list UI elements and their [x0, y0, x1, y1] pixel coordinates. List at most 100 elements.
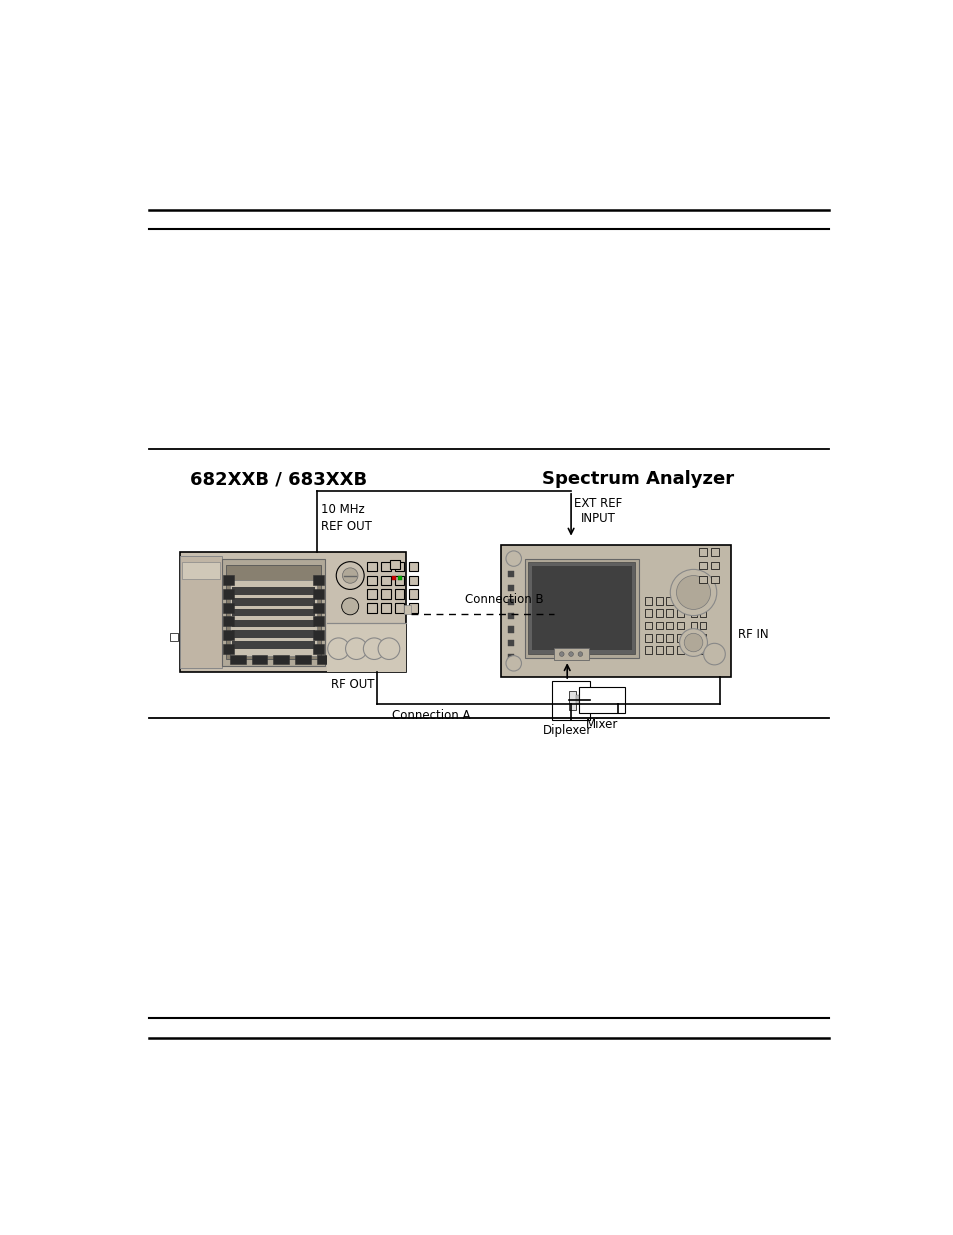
- Circle shape: [341, 598, 358, 615]
- Bar: [677, 646, 683, 655]
- Bar: [507, 585, 513, 592]
- Circle shape: [578, 652, 582, 656]
- Circle shape: [345, 638, 367, 659]
- Circle shape: [363, 638, 385, 659]
- Bar: [700, 621, 705, 630]
- Bar: [395, 589, 404, 599]
- Text: 10 MHz
REF OUT: 10 MHz REF OUT: [320, 503, 372, 532]
- Bar: [507, 640, 513, 646]
- Circle shape: [670, 569, 716, 615]
- Bar: [381, 562, 390, 571]
- Bar: [700, 634, 705, 642]
- Bar: [171, 634, 178, 641]
- Bar: [500, 545, 731, 677]
- Text: RF IN: RF IN: [737, 629, 767, 641]
- Bar: [313, 589, 323, 599]
- Bar: [409, 589, 418, 599]
- Bar: [230, 580, 316, 656]
- Bar: [528, 562, 635, 655]
- Bar: [644, 634, 651, 642]
- Bar: [252, 655, 267, 664]
- Bar: [381, 589, 390, 599]
- Bar: [666, 597, 673, 605]
- Circle shape: [703, 643, 724, 664]
- Bar: [223, 574, 233, 585]
- Bar: [578, 687, 624, 714]
- Bar: [395, 576, 404, 585]
- Bar: [223, 630, 233, 640]
- Bar: [568, 692, 576, 710]
- Bar: [524, 558, 639, 658]
- Bar: [507, 655, 513, 661]
- Bar: [700, 609, 705, 618]
- Bar: [691, 646, 696, 655]
- Bar: [554, 648, 588, 661]
- Bar: [223, 603, 233, 613]
- Bar: [223, 645, 233, 655]
- Bar: [655, 621, 661, 630]
- Bar: [711, 576, 719, 583]
- Bar: [655, 634, 661, 642]
- Bar: [226, 564, 320, 659]
- Bar: [644, 621, 651, 630]
- Bar: [313, 616, 323, 626]
- Bar: [381, 603, 390, 613]
- Bar: [699, 562, 706, 569]
- Bar: [294, 655, 311, 664]
- Bar: [666, 621, 673, 630]
- Bar: [507, 613, 513, 619]
- Bar: [551, 680, 590, 720]
- Bar: [313, 603, 323, 613]
- Bar: [404, 605, 410, 614]
- Circle shape: [558, 652, 563, 656]
- Bar: [232, 598, 315, 605]
- Bar: [677, 609, 683, 618]
- Bar: [644, 609, 651, 618]
- Bar: [655, 597, 661, 605]
- Circle shape: [328, 638, 349, 659]
- Text: EXT REF
INPUT: EXT REF INPUT: [574, 496, 621, 525]
- Bar: [397, 577, 402, 580]
- Bar: [532, 567, 631, 651]
- Bar: [677, 621, 683, 630]
- Bar: [644, 597, 651, 605]
- Bar: [691, 609, 696, 618]
- Bar: [182, 562, 220, 579]
- Circle shape: [683, 634, 702, 652]
- Bar: [381, 576, 390, 585]
- Bar: [223, 616, 233, 626]
- Text: Diplexer: Diplexer: [542, 724, 591, 737]
- Text: Mixer: Mixer: [585, 718, 618, 731]
- Bar: [390, 561, 399, 569]
- Circle shape: [676, 576, 710, 609]
- Bar: [327, 624, 406, 672]
- Bar: [691, 634, 696, 642]
- Bar: [313, 574, 323, 585]
- Bar: [677, 634, 683, 642]
- Bar: [392, 577, 395, 580]
- Bar: [507, 626, 513, 632]
- Circle shape: [335, 562, 364, 589]
- Bar: [313, 645, 323, 655]
- Bar: [409, 576, 418, 585]
- Bar: [232, 630, 315, 637]
- Text: RF OUT: RF OUT: [331, 678, 375, 690]
- Bar: [222, 558, 324, 666]
- Bar: [655, 609, 661, 618]
- Bar: [409, 603, 418, 613]
- Bar: [691, 597, 696, 605]
- Bar: [700, 646, 705, 655]
- Bar: [179, 552, 406, 672]
- Circle shape: [377, 638, 399, 659]
- Bar: [316, 655, 332, 664]
- Bar: [666, 609, 673, 618]
- Bar: [223, 589, 233, 599]
- Bar: [655, 646, 661, 655]
- Circle shape: [568, 652, 573, 656]
- Bar: [576, 695, 578, 704]
- Bar: [677, 597, 683, 605]
- Circle shape: [505, 551, 521, 567]
- Bar: [699, 576, 706, 583]
- Bar: [395, 603, 404, 613]
- Bar: [367, 603, 376, 613]
